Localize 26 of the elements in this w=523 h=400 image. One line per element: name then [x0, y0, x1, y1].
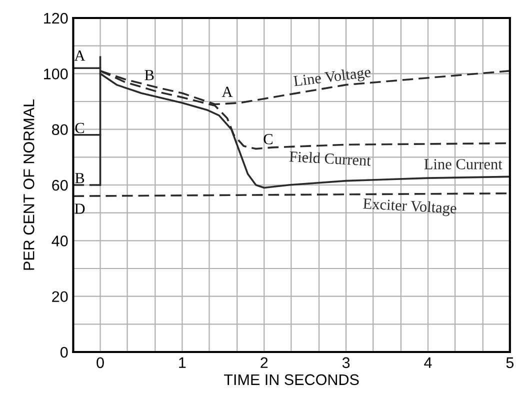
x-tick-label: 4: [424, 357, 432, 368]
annotation: C: [264, 134, 272, 144]
annotation: B: [75, 173, 84, 184]
x-axis-title: TIME IN SECONDS: [224, 374, 359, 386]
y-tick-label: 0: [60, 346, 68, 358]
x-tick-label: 5: [506, 357, 514, 368]
y-tick-label: 100: [44, 68, 68, 80]
annotation: A: [222, 86, 233, 97]
annotation: B: [144, 70, 154, 80]
annotation: A: [74, 50, 86, 61]
y-tick-label: 120: [44, 12, 68, 24]
x-tick-label: 1: [179, 357, 186, 368]
text: Line Voltage: [293, 66, 372, 90]
series-label: Line Current: [424, 159, 502, 170]
series-label: Exciter Voltage: [362, 198, 457, 217]
y-tick-label: 20: [52, 291, 68, 302]
x-tick-label: 3: [342, 357, 350, 368]
annotation: C: [75, 122, 84, 134]
annotation: D: [74, 204, 85, 214]
y-axis-title: PER CENT OF NORMAL: [23, 99, 34, 270]
y-tick-label: 80: [52, 124, 68, 136]
series-label: Field Current: [289, 150, 372, 166]
x-tick-label: 2: [260, 357, 268, 368]
y-tick-label: 40: [52, 236, 68, 246]
y-tick-label: 60: [52, 180, 68, 191]
x-tick-label: 0: [96, 357, 104, 368]
